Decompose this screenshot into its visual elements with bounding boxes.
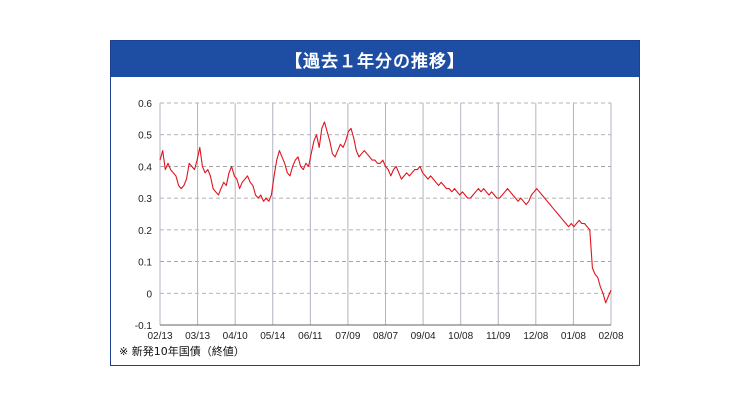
y-tick-label: 0 xyxy=(146,289,152,300)
y-tick-label: 0.1 xyxy=(138,258,152,269)
x-tick-label: 11/09 xyxy=(486,331,511,342)
x-tick-label: 10/08 xyxy=(448,331,473,342)
x-tick-label: 06/11 xyxy=(298,331,323,342)
y-tick-label: -0.1 xyxy=(135,321,153,332)
x-tick-label: 01/08 xyxy=(561,331,586,342)
line-chart: 0.6 0.5 0.4 0.3 0.2 0.1 0 -0.102/13 03/13 04/10 05… xyxy=(135,99,624,342)
x-tick-label: 08/07 xyxy=(373,331,398,342)
y-tick-label: 0.6 xyxy=(138,99,152,110)
y-tick-label: 0.3 xyxy=(138,194,152,205)
chart-title: 【過去１年分の推移】 xyxy=(111,41,639,77)
chart-panel: 【過去１年分の推移】 0.6 0.5 0.4 0.3 0.2 0.1 0 -0.1 02/13 0… xyxy=(110,40,640,366)
x-tick-label: 05/14 xyxy=(260,331,285,342)
x-tick-label: 03/13 xyxy=(185,331,210,342)
x-tick-label: 04/10 xyxy=(223,331,248,342)
x-tick-label: 12/08 xyxy=(523,331,548,342)
y-tick-label: 0.2 xyxy=(138,226,152,237)
y-tick-label: 0.5 xyxy=(138,131,152,142)
x-tick-label: 07/09 xyxy=(335,331,360,342)
x-tick-label: 02/13 xyxy=(147,331,172,342)
y-tick-label: 0.4 xyxy=(138,162,152,173)
x-tick-label: 09/04 xyxy=(411,331,436,342)
footnote: ※ 新発10年国債（終値） xyxy=(119,345,245,358)
series-line xyxy=(159,121,612,304)
x-tick-label: 02/08 xyxy=(598,331,623,342)
